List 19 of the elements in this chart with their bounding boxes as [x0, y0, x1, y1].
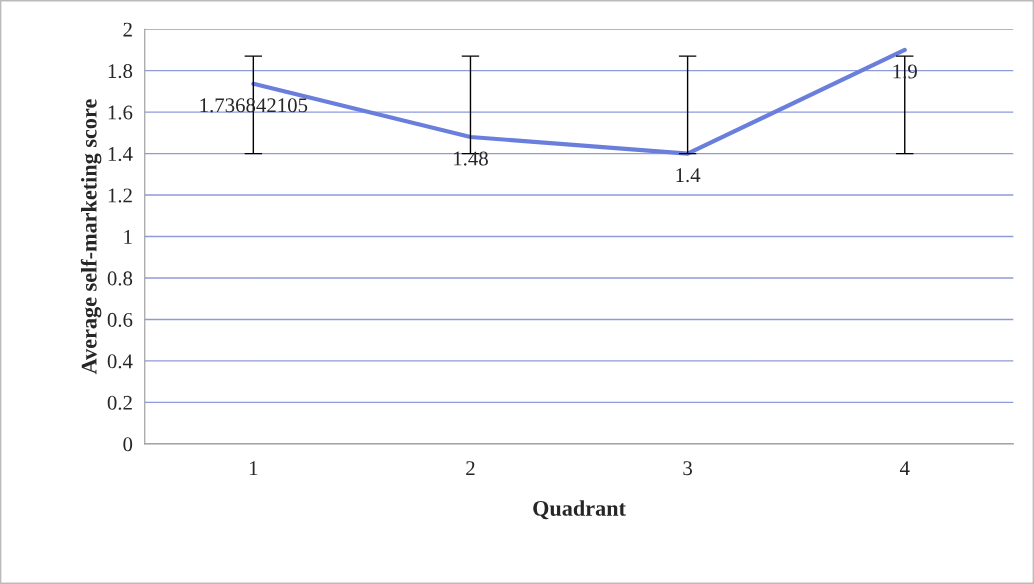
- y-tick-label: 0.8: [107, 271, 133, 286]
- y-tick-label: 1: [124, 229, 132, 244]
- y-tick-label: 1.4: [108, 147, 133, 162]
- data-label: 1.4: [676, 168, 701, 183]
- x-tick-label: 3: [683, 461, 692, 476]
- x-tick-label: 2: [466, 461, 475, 475]
- y-tick-label: 1.6: [108, 105, 133, 120]
- y-tick-label: 1.2: [108, 188, 132, 203]
- y-tick-label: 0.4: [107, 354, 133, 369]
- x-axis-title: Quadrant: [533, 500, 626, 520]
- data-label: 1.48: [454, 151, 488, 166]
- x-tick-label: 1: [249, 461, 258, 475]
- y-tick-label: 0: [123, 437, 133, 452]
- y-tick-label: 1.8: [108, 64, 133, 79]
- y-tick-label: 0.6: [107, 312, 133, 327]
- x-tick-label: 4: [899, 461, 910, 475]
- y-tick-label: 2: [123, 22, 132, 37]
- y-axis-title: Average self-marketing score: [80, 99, 102, 375]
- y-tick-label: 0.2: [107, 395, 132, 410]
